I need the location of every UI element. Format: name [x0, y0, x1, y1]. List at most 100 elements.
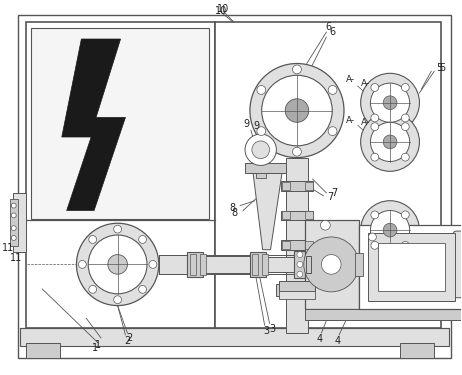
Circle shape — [79, 261, 86, 268]
Text: A-: A- — [346, 75, 355, 84]
Circle shape — [371, 153, 379, 161]
Text: 6: 6 — [325, 22, 331, 32]
Circle shape — [361, 112, 419, 171]
Circle shape — [383, 223, 397, 237]
Bar — [378, 243, 445, 291]
Circle shape — [11, 213, 16, 218]
Circle shape — [361, 201, 419, 260]
Circle shape — [108, 255, 128, 274]
Text: 10: 10 — [215, 6, 228, 16]
Bar — [25, 343, 60, 357]
Circle shape — [292, 65, 301, 74]
Circle shape — [371, 211, 379, 219]
Bar — [355, 253, 363, 276]
Text: 1: 1 — [92, 343, 98, 353]
Bar — [10, 199, 18, 246]
Bar — [369, 233, 455, 301]
Circle shape — [371, 83, 410, 122]
Circle shape — [11, 203, 16, 208]
Circle shape — [322, 255, 341, 274]
Text: 7: 7 — [331, 188, 338, 198]
Circle shape — [89, 236, 97, 243]
Bar — [280, 291, 315, 299]
Circle shape — [139, 236, 146, 243]
Bar — [19, 328, 449, 346]
Circle shape — [114, 296, 122, 304]
Text: 2: 2 — [126, 333, 133, 343]
Text: 2: 2 — [124, 336, 131, 346]
Circle shape — [297, 271, 303, 277]
Circle shape — [11, 226, 16, 231]
Circle shape — [371, 242, 379, 249]
Text: 9: 9 — [244, 119, 250, 129]
Bar — [305, 220, 359, 309]
Bar — [281, 210, 313, 220]
Circle shape — [297, 261, 303, 267]
Text: 11: 11 — [10, 252, 22, 262]
Circle shape — [77, 223, 159, 306]
Circle shape — [257, 86, 266, 94]
Text: A-: A- — [361, 79, 370, 88]
Bar — [261, 254, 267, 275]
Text: 9: 9 — [254, 121, 260, 131]
Bar — [250, 252, 266, 277]
Bar — [159, 255, 188, 274]
Bar — [187, 252, 203, 277]
Bar — [282, 211, 290, 219]
Bar — [305, 211, 313, 219]
Circle shape — [383, 135, 397, 149]
FancyBboxPatch shape — [453, 231, 462, 298]
Bar — [359, 225, 462, 309]
Circle shape — [285, 99, 309, 122]
Bar — [203, 256, 252, 273]
Polygon shape — [253, 171, 282, 250]
Circle shape — [328, 127, 337, 135]
Bar — [305, 182, 313, 190]
Bar — [245, 164, 286, 173]
Circle shape — [401, 84, 409, 92]
Bar — [31, 28, 209, 219]
Text: 4: 4 — [316, 334, 322, 344]
Circle shape — [328, 86, 337, 94]
Circle shape — [371, 210, 410, 250]
Circle shape — [383, 96, 397, 109]
Bar — [256, 173, 266, 178]
Text: A-: A- — [361, 118, 370, 127]
Text: 7: 7 — [328, 192, 334, 202]
Bar — [266, 256, 295, 272]
Circle shape — [257, 127, 266, 135]
Bar — [190, 254, 196, 275]
Bar — [305, 309, 462, 320]
Bar — [281, 181, 313, 191]
Text: 3: 3 — [263, 326, 270, 336]
Bar — [286, 158, 308, 295]
Circle shape — [401, 153, 409, 161]
Bar — [280, 281, 315, 291]
Circle shape — [371, 122, 410, 162]
Polygon shape — [62, 39, 126, 210]
Circle shape — [261, 75, 332, 146]
Circle shape — [371, 84, 379, 92]
Text: 8: 8 — [231, 209, 237, 219]
Bar — [282, 241, 290, 249]
Circle shape — [401, 123, 409, 130]
Bar — [305, 241, 313, 249]
Text: 5: 5 — [439, 63, 445, 74]
Circle shape — [297, 252, 303, 258]
Bar — [400, 343, 434, 357]
Bar — [276, 284, 317, 296]
Bar — [200, 254, 206, 275]
Circle shape — [88, 235, 147, 294]
Circle shape — [89, 285, 97, 293]
Circle shape — [292, 147, 301, 156]
Bar — [25, 22, 215, 328]
Circle shape — [369, 233, 377, 241]
Bar — [281, 240, 313, 250]
Text: 10: 10 — [217, 4, 230, 13]
Circle shape — [321, 220, 330, 230]
Circle shape — [149, 261, 157, 268]
Circle shape — [139, 285, 146, 293]
Text: 5: 5 — [436, 63, 442, 74]
Text: 6: 6 — [329, 27, 335, 37]
Circle shape — [361, 74, 419, 132]
